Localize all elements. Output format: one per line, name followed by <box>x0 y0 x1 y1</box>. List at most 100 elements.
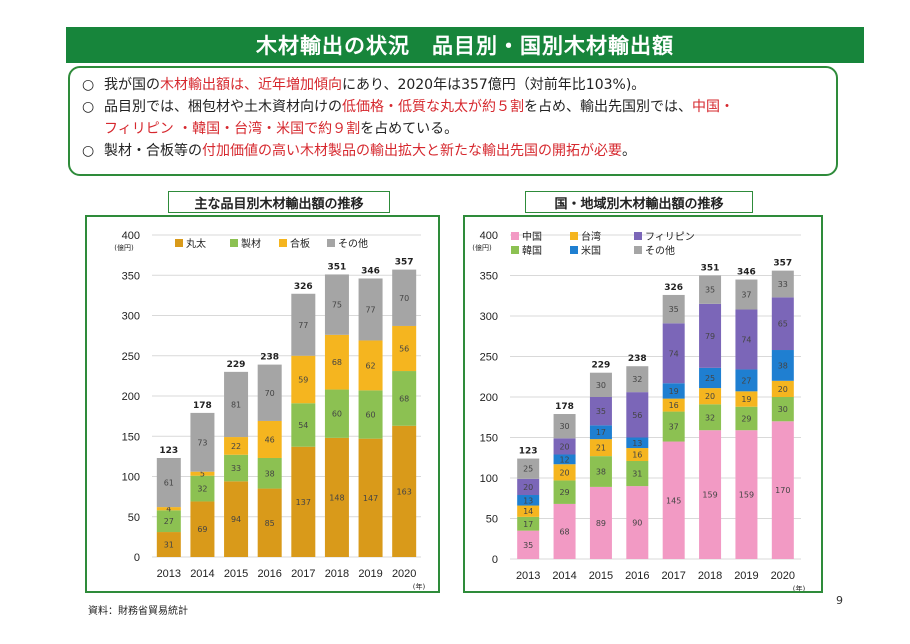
data-label: 30 <box>559 422 569 431</box>
x-tick-label: 2020 <box>392 568 416 580</box>
bar-segment <box>553 480 576 504</box>
data-label: 85 <box>265 519 275 528</box>
y-tick-label: 150 <box>122 431 140 443</box>
total-label: 238 <box>628 354 647 364</box>
data-label: 32 <box>632 375 642 384</box>
chart-panel-by-product: 0 50 100 150 200 250 300 350 400 (億円) 31 27 4 61 123 20… <box>85 215 440 593</box>
bar-segment <box>699 388 722 405</box>
y-tick-label: 100 <box>122 472 140 484</box>
bar-segment <box>699 404 722 431</box>
x-tick-label: 2017 <box>661 570 685 582</box>
chart-title-by-product: 主な品目別木材輸出額の推移 <box>168 191 390 213</box>
legend-swatch <box>175 239 183 247</box>
bar-segment <box>291 293 316 356</box>
y-tick-label: 400 <box>122 230 140 242</box>
data-label: 19 <box>669 387 679 396</box>
data-label: 79 <box>705 332 715 341</box>
bar-segment <box>324 274 349 335</box>
bar-segment <box>190 471 215 476</box>
bar-segment <box>257 488 282 557</box>
bar-segment <box>699 367 722 389</box>
y-tick-label: 200 <box>480 392 498 404</box>
bar-segment <box>517 458 540 479</box>
bar-segment <box>589 456 612 487</box>
bar-segment <box>224 437 249 455</box>
y-tick-label: 300 <box>122 311 140 323</box>
legend-swatch <box>570 246 578 254</box>
bar-segment <box>735 391 758 407</box>
bar-segment <box>553 454 576 465</box>
x-tick-label: 2019 <box>358 568 382 580</box>
bar-segment <box>735 309 758 370</box>
data-label: 16 <box>669 401 679 410</box>
data-label: 20 <box>559 442 569 451</box>
bar-segment <box>517 495 540 506</box>
bar-segment <box>291 446 316 557</box>
x-tick-label: 2015 <box>224 568 248 580</box>
bar-segment <box>358 438 383 557</box>
data-label: 35 <box>523 541 533 550</box>
y-tick-label: 0 <box>134 552 140 564</box>
legend-label: 中国 <box>522 230 542 243</box>
bar-segment <box>735 430 758 559</box>
data-label: 20 <box>559 468 569 477</box>
x-axis-unit: (年) <box>793 584 806 591</box>
y-tick-label: 250 <box>480 352 498 364</box>
bar-segment <box>626 460 649 487</box>
data-label: 30 <box>596 381 606 390</box>
x-tick-label: 2018 <box>325 568 349 580</box>
data-label: 159 <box>739 491 754 500</box>
data-label: 38 <box>265 469 275 478</box>
total-label: 178 <box>193 401 212 411</box>
bar-segment <box>553 503 576 559</box>
summary-point-2: ○ 品目別では、梱包材や土木資材向けの低価格・低質な丸太が約５割を占め、輸出先国… <box>82 96 824 140</box>
data-label: 74 <box>669 349 679 358</box>
data-label: 29 <box>559 488 569 497</box>
y-tick-label: 200 <box>122 391 140 403</box>
data-label: 29 <box>741 414 751 423</box>
bar-segment <box>626 437 649 449</box>
x-tick-label: 2017 <box>291 568 315 580</box>
x-tick-label: 2018 <box>698 570 722 582</box>
data-label: 60 <box>332 410 342 419</box>
data-label: 147 <box>363 494 378 503</box>
bar-segment <box>589 486 612 559</box>
bar-segment <box>517 505 540 517</box>
data-label: 12 <box>559 455 569 464</box>
bar-segment <box>589 425 612 440</box>
bar-segment <box>257 457 282 489</box>
total-label: 178 <box>555 402 574 412</box>
bar-segment <box>771 380 794 397</box>
data-label: 17 <box>596 428 606 437</box>
data-label: 68 <box>399 394 409 403</box>
bar-segment <box>662 411 685 442</box>
legend-label: 丸太 <box>186 237 206 250</box>
legend-swatch <box>570 232 578 240</box>
data-label: 33 <box>778 280 788 289</box>
total-label: 346 <box>361 266 380 276</box>
bar-segment <box>662 323 685 384</box>
data-label: 35 <box>705 286 715 295</box>
legend-label: 合板 <box>290 237 310 250</box>
bullet-circle: ○ <box>82 77 95 93</box>
y-tick-label: 300 <box>480 311 498 323</box>
bar-segment <box>517 530 540 559</box>
data-label: 68 <box>559 527 569 536</box>
data-label: 75 <box>332 301 342 310</box>
data-label: 81 <box>231 400 241 409</box>
data-label: 90 <box>632 519 642 528</box>
bar-segment <box>735 406 758 431</box>
x-tick-label: 2014 <box>552 570 576 582</box>
bar-segment <box>358 278 383 341</box>
bar-segment <box>392 325 417 372</box>
bar-segment <box>517 478 540 496</box>
bar-segment <box>291 355 316 404</box>
bar-segment <box>626 486 649 559</box>
legend-label: 米国 <box>581 244 601 257</box>
data-label: 77 <box>365 305 375 314</box>
data-label: 20 <box>778 385 788 394</box>
data-label: 14 <box>523 507 533 516</box>
data-label: 56 <box>632 411 642 420</box>
bar-segment <box>735 369 758 392</box>
bar-segment <box>392 269 417 326</box>
